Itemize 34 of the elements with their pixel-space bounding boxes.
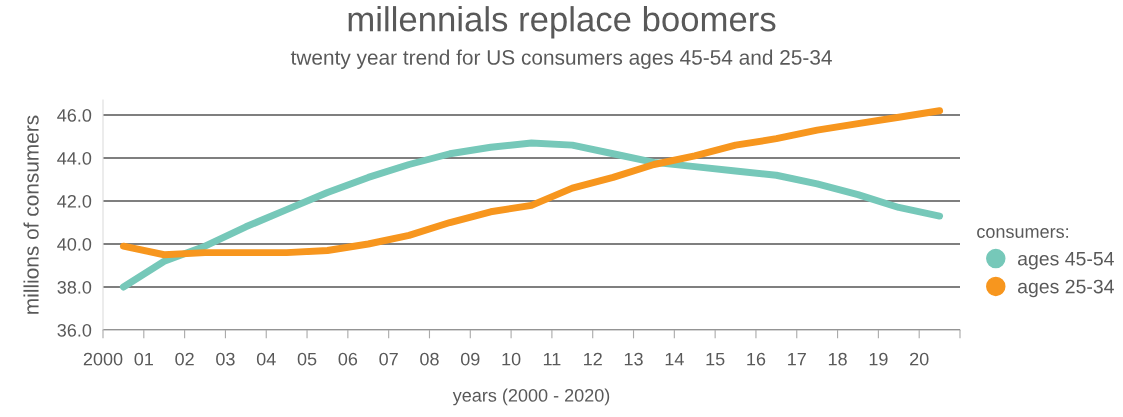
x-tick-label: 03 <box>216 352 235 366</box>
x-tick-label: 17 <box>788 352 806 366</box>
x-tick-label: 05 <box>297 352 317 366</box>
legend-label: ages 45-54 <box>1018 252 1114 270</box>
y-axis-title: millions of consumers <box>23 115 39 314</box>
legend-label: ages 25-34 <box>1018 279 1114 298</box>
x-tick-label: 08 <box>420 352 439 366</box>
x-tick-label: 04 <box>256 352 276 366</box>
x-tick-label: 11 <box>543 352 561 366</box>
y-tick-label: 46.0 <box>57 108 92 122</box>
x-tick-label: 2000 <box>83 352 123 366</box>
y-tick-label: 44.0 <box>57 151 92 165</box>
x-tick-label: 14 <box>665 352 684 366</box>
x-tick-label: 02 <box>175 352 194 366</box>
y-tick-label: 38.0 <box>57 280 92 294</box>
x-tick-label: 19 <box>869 352 888 366</box>
chart-subtitle: twenty year trend for US consumers ages 45-54 and 25-34 <box>290 49 832 69</box>
x-tick-label: 18 <box>828 352 847 366</box>
x-tick-label: 10 <box>502 352 521 366</box>
x-tick-label: 13 <box>624 352 643 366</box>
y-tick-label: 36.0 <box>57 323 92 337</box>
x-tick-label: 01 <box>134 352 153 366</box>
y-tick-label: 40.0 <box>57 237 92 251</box>
x-tick-label: 06 <box>338 352 358 366</box>
x-tick-label: 20 <box>910 352 929 366</box>
x-axis-title: years (2000 - 2020) <box>452 388 610 406</box>
x-tick-label: 07 <box>379 352 398 366</box>
x-tick-label: 16 <box>747 352 766 366</box>
x-tick-label: 09 <box>460 352 480 366</box>
x-tick-label: 15 <box>706 352 725 366</box>
chart-title: millennials replace boomers <box>348 6 776 39</box>
legend-title: consumers: <box>977 228 1069 238</box>
y-tick-label: 42.0 <box>57 194 92 208</box>
x-tick-label: 12 <box>584 352 602 366</box>
